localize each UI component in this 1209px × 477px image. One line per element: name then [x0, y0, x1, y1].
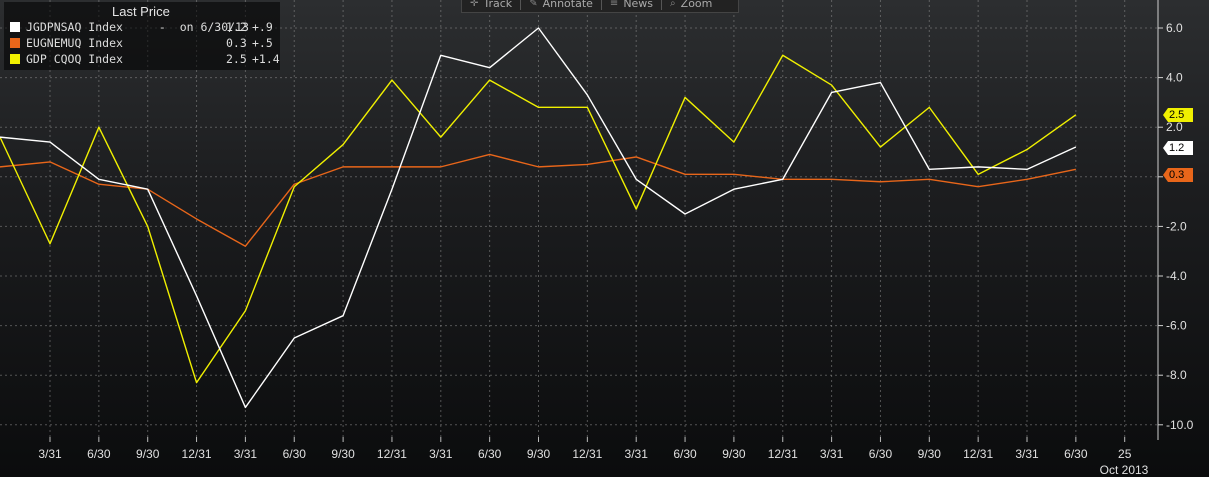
- legend-item-eugnemuq[interactable]: EUGNEMUQ Index 0.3 +.5: [8, 36, 280, 50]
- pencil-icon: ✎: [529, 0, 538, 9]
- news-icon: ≡: [609, 0, 619, 9]
- x-tick-label: 9/30: [527, 447, 551, 461]
- y-tick-label: -10.0: [1166, 418, 1194, 432]
- x-tick-label: 3/31: [429, 447, 453, 461]
- toolbar-divider: [661, 0, 663, 10]
- x-tick-label: 3/31: [820, 447, 844, 461]
- zoom-label: Zoom: [680, 0, 713, 10]
- last-price-tag-jgdpnsaq: 1.2: [1163, 141, 1193, 155]
- x-tick-label: 6/30: [673, 447, 697, 461]
- news-button[interactable]: ≡ News: [602, 0, 661, 12]
- legend-title: Last Price: [112, 4, 170, 19]
- x-tick-label: 9/30: [136, 447, 160, 461]
- legend-item-name: GDP CQOQ Index: [26, 52, 123, 66]
- legend-item-change: +.9: [252, 20, 273, 34]
- series-line-gdp-cqoq: [0, 54, 1077, 384]
- x-sublabel: Oct 2013: [1100, 463, 1149, 477]
- x-tick-label: 3/31: [234, 447, 258, 461]
- series-line-eugnemuq: [0, 153, 1076, 247]
- legend-item-change: +.5: [252, 36, 273, 50]
- x-tick-label: 12/31: [377, 447, 407, 461]
- series-line-jgdpnsaq: [0, 27, 1077, 409]
- track-button[interactable]: ✛ Track: [462, 0, 520, 12]
- annotate-label: Annotate: [542, 0, 593, 10]
- y-tick-label: -4.0: [1166, 269, 1187, 283]
- toolbar-divider: [520, 0, 522, 10]
- x-tick-label: 3/31: [625, 447, 649, 461]
- legend-item-last: 2.5: [226, 52, 247, 66]
- x-tick-label: 6/30: [1064, 447, 1088, 461]
- chart-toolbar: ✛ Track ✎ Annotate ≡ News ⌕ Zoom: [461, 0, 739, 13]
- y-tick-label: -8.0: [1166, 368, 1187, 382]
- legend-item-extra: - on 6/30/13: [152, 20, 249, 34]
- y-tick-label: -6.0: [1166, 319, 1187, 333]
- crosshair-icon: ✛: [470, 0, 479, 9]
- x-tick-label: 12/31: [182, 447, 212, 461]
- legend-swatch: [10, 22, 20, 32]
- legend-item-name: JGDPNSAQ Index: [26, 20, 123, 34]
- legend-item-last: 0.3: [226, 36, 247, 50]
- x-tick-label: 6/30: [478, 447, 502, 461]
- legend-swatch: [10, 38, 20, 48]
- legend: Last Price JGDPNSAQ Index - on 6/30/13 1…: [4, 2, 280, 70]
- x-tick-label: 25: [1118, 447, 1132, 461]
- x-tick-label: 12/31: [572, 447, 602, 461]
- toolbar-divider: [600, 0, 602, 10]
- magnifier-icon: ⌕: [670, 0, 676, 9]
- x-tick-label: 6/30: [283, 447, 307, 461]
- x-tick-label: 12/31: [963, 447, 993, 461]
- last-price-tag-eugnemuq: 0.3: [1163, 168, 1193, 182]
- legend-item-last: 1.2: [226, 20, 247, 34]
- news-label: News: [623, 0, 654, 10]
- zoom-button[interactable]: ⌕ Zoom: [662, 0, 720, 12]
- x-tick-label: 3/31: [38, 447, 62, 461]
- x-tick-label: 12/31: [768, 447, 798, 461]
- x-tick-label: 9/30: [331, 447, 355, 461]
- x-tick-label: 9/30: [722, 447, 746, 461]
- x-tick-label: 3/31: [1015, 447, 1039, 461]
- y-tick-label: -2.0: [1166, 219, 1187, 233]
- legend-item-jgdpnsaq[interactable]: JGDPNSAQ Index - on 6/30/13 1.2 +.9: [8, 20, 280, 34]
- last-price-tag-gdp-cqoq: 2.5: [1163, 108, 1193, 122]
- legend-swatch: [10, 54, 20, 64]
- y-tick-label: 6.0: [1166, 21, 1183, 35]
- y-tick-label: 4.0: [1166, 71, 1183, 85]
- x-tick-label: 6/30: [87, 447, 111, 461]
- annotate-button[interactable]: ✎ Annotate: [521, 0, 601, 12]
- legend-item-gdp-cqoq[interactable]: GDP CQOQ Index 2.5 +1.4: [8, 52, 280, 66]
- x-tick-label: 6/30: [869, 447, 893, 461]
- x-tick-label: 9/30: [918, 447, 942, 461]
- y-tick-label: 2.0: [1166, 120, 1183, 134]
- legend-item-change: +1.4: [252, 52, 280, 66]
- track-label: Track: [483, 0, 513, 10]
- legend-item-name: EUGNEMUQ Index: [26, 36, 123, 50]
